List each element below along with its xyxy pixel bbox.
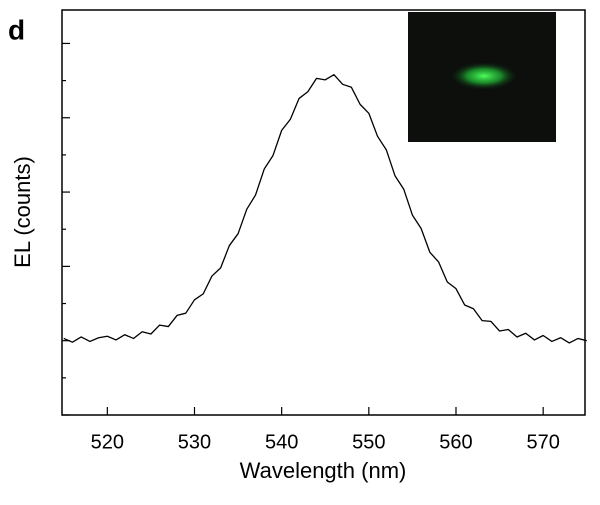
inset-image [408, 12, 556, 142]
x-tick-label: 540 [265, 431, 298, 453]
panel-label: d [8, 14, 25, 45]
x-tick-label: 560 [439, 431, 472, 453]
x-tick-label: 550 [352, 431, 385, 453]
x-axis-label: Wavelength (nm) [240, 458, 407, 483]
plot-frame [61, 9, 586, 416]
inset-emission [450, 62, 518, 90]
y-axis-label: EL (counts) [10, 156, 35, 268]
spectrum-line [63, 74, 587, 344]
x-tick-label: 570 [526, 431, 559, 453]
x-tick-label: 520 [91, 431, 124, 453]
x-tick-label: 530 [178, 431, 211, 453]
